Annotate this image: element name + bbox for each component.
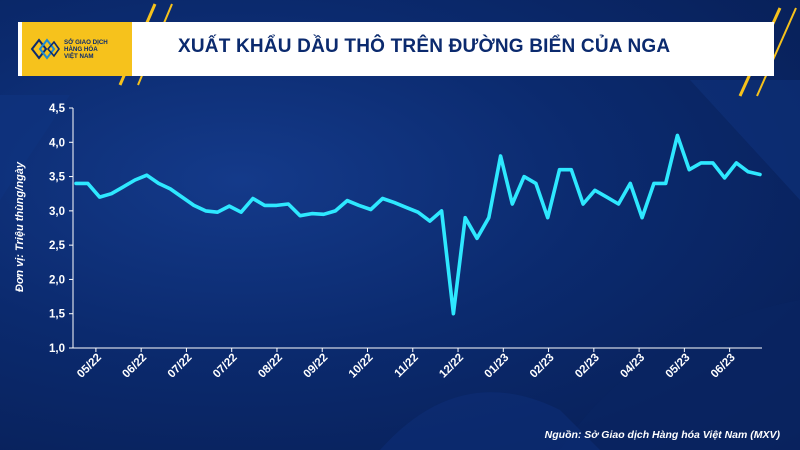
data-point	[239, 211, 243, 214]
data-point	[558, 168, 561, 171]
data-point	[652, 182, 656, 185]
data-point	[570, 168, 573, 171]
data-point	[546, 216, 549, 219]
data-point	[711, 161, 714, 165]
data-point	[581, 202, 585, 206]
data-point	[275, 204, 278, 207]
y-tick-label: 2,0	[49, 274, 65, 286]
data-point	[758, 173, 762, 176]
x-tick-label: 10/22	[347, 352, 376, 381]
data-point	[593, 189, 597, 192]
logo-text: SỞ GIAO DỊCH HÀNG HÓA VIỆT NAM	[64, 39, 126, 60]
data-point	[747, 170, 750, 173]
header-band	[18, 22, 774, 76]
data-point	[346, 199, 349, 202]
data-point	[688, 168, 691, 171]
data-point	[322, 213, 325, 216]
data-point	[487, 216, 490, 219]
x-tick-label: 05/23	[664, 352, 693, 381]
data-point	[169, 187, 172, 191]
y-tick-label: 4,0	[49, 137, 65, 149]
data-point	[522, 175, 526, 178]
data-point	[98, 195, 101, 199]
data-point	[640, 216, 644, 219]
x-tick-label: 11/22	[392, 352, 420, 380]
y-tick-label: 3,5	[49, 172, 66, 184]
logo-line-1: SỞ GIAO DỊCH	[64, 38, 108, 46]
data-point	[499, 154, 502, 158]
x-tick-label: 06/22	[120, 352, 149, 381]
data-point	[204, 209, 207, 213]
data-point	[452, 312, 455, 315]
data-point	[664, 182, 667, 185]
data-point	[122, 185, 125, 189]
x-tick-label: 05/22	[75, 352, 104, 381]
data-point	[475, 237, 479, 240]
x-tick-label: 01/23	[483, 352, 512, 381]
data-point	[287, 202, 290, 206]
series-line	[74, 133, 762, 316]
data-point	[405, 206, 408, 209]
x-tick-label: 04/23	[618, 352, 647, 381]
x-tick-label: 12/22	[437, 352, 466, 381]
y-tick-label: 1,5	[49, 309, 66, 321]
data-point	[298, 214, 302, 217]
x-tick-label: 02/23	[528, 352, 557, 381]
x-tick-label: 07/22	[166, 352, 195, 381]
x-tick-label: 09/22	[302, 352, 331, 381]
data-point	[133, 178, 137, 182]
source-note: Nguồn: Sở Giao dịch Hàng hóa Việt Nam (M…	[544, 429, 780, 441]
data-point	[228, 204, 231, 208]
data-point	[157, 182, 160, 185]
data-point	[699, 161, 703, 165]
data-point	[534, 182, 538, 185]
data-point	[369, 208, 372, 211]
data-point	[110, 192, 113, 195]
data-point	[428, 219, 431, 223]
y-tick-label: 4,5	[49, 103, 66, 115]
data-point	[629, 182, 632, 185]
data-point	[251, 197, 255, 200]
data-point	[145, 174, 148, 177]
data-point	[511, 202, 514, 206]
data-point	[735, 161, 738, 165]
y-tick-label: 2,5	[49, 240, 66, 252]
data-point	[334, 209, 337, 213]
data-point	[180, 195, 184, 199]
logo-emblem-icon	[30, 38, 60, 60]
data-point	[381, 197, 384, 200]
data-point	[440, 209, 443, 213]
data-point	[676, 134, 679, 137]
x-tick-label: 07/22	[211, 352, 240, 381]
data-point	[416, 211, 420, 214]
logo-line-2: HÀNG HÓA	[64, 45, 98, 53]
data-point	[605, 195, 608, 199]
data-point	[617, 202, 620, 206]
data-point	[86, 182, 90, 185]
data-point	[723, 176, 726, 180]
exchange-logo: SỞ GIAO DỊCH HÀNG HÓA VIỆT NAM	[22, 22, 132, 76]
y-tick-label: 1,0	[49, 343, 65, 355]
data-point	[393, 201, 396, 204]
x-tick-label: 02/23	[573, 352, 602, 381]
data-point	[74, 182, 78, 185]
x-tick-label: 06/23	[709, 352, 738, 381]
data-point	[357, 204, 361, 207]
logo-line-3: VIỆT NAM	[64, 52, 94, 60]
y-tick-label: 3,0	[49, 206, 65, 218]
x-tick-label: 08/22	[256, 352, 285, 381]
chart-title: XUẤT KHẨU DẦU THÔ TRÊN ĐƯỜNG BIỂN CỦA NG…	[178, 36, 671, 57]
data-point	[216, 211, 219, 214]
data-point	[310, 212, 314, 215]
data-point	[464, 216, 467, 219]
data-point	[192, 204, 196, 207]
data-point	[263, 204, 266, 207]
